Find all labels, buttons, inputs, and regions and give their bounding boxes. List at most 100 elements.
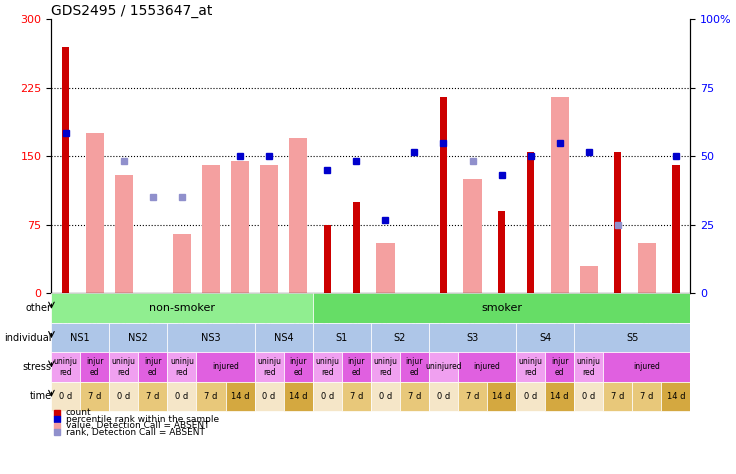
- Text: uninju
red: uninju red: [257, 357, 281, 377]
- FancyBboxPatch shape: [51, 323, 109, 352]
- FancyBboxPatch shape: [516, 323, 574, 352]
- Text: uninju
red: uninju red: [519, 357, 542, 377]
- Bar: [527, 152, 534, 293]
- Text: 7 d: 7 d: [146, 392, 160, 401]
- FancyBboxPatch shape: [167, 352, 197, 382]
- Text: S3: S3: [467, 333, 478, 343]
- Bar: [260, 165, 278, 293]
- Text: uninjured: uninjured: [425, 363, 461, 372]
- Text: uninju
red: uninju red: [54, 357, 78, 377]
- FancyBboxPatch shape: [283, 382, 313, 411]
- FancyBboxPatch shape: [313, 352, 342, 382]
- FancyBboxPatch shape: [197, 352, 255, 382]
- FancyBboxPatch shape: [458, 382, 487, 411]
- Text: injured: injured: [474, 363, 500, 372]
- Text: individual: individual: [4, 333, 52, 343]
- FancyBboxPatch shape: [429, 382, 458, 411]
- FancyBboxPatch shape: [255, 382, 283, 411]
- Bar: [231, 161, 250, 293]
- Text: 7 d: 7 d: [640, 392, 654, 401]
- Text: 7 d: 7 d: [611, 392, 625, 401]
- Bar: [580, 266, 598, 293]
- FancyBboxPatch shape: [109, 323, 167, 352]
- Text: 14 d: 14 d: [492, 392, 511, 401]
- Text: injur
ed: injur ed: [289, 357, 307, 377]
- Text: 7 d: 7 d: [466, 392, 479, 401]
- Text: uninju
red: uninju red: [577, 357, 601, 377]
- Text: S2: S2: [394, 333, 406, 343]
- Bar: [115, 174, 133, 293]
- FancyBboxPatch shape: [313, 293, 690, 323]
- Bar: [637, 243, 656, 293]
- FancyBboxPatch shape: [516, 352, 545, 382]
- Text: 0 d: 0 d: [437, 392, 450, 401]
- Bar: [353, 202, 360, 293]
- Bar: [85, 134, 104, 293]
- FancyBboxPatch shape: [429, 352, 458, 382]
- Text: time: time: [29, 392, 52, 401]
- Text: 0 d: 0 d: [59, 392, 72, 401]
- Text: 0 d: 0 d: [117, 392, 130, 401]
- Text: injured: injured: [212, 363, 239, 372]
- FancyBboxPatch shape: [138, 382, 167, 411]
- FancyBboxPatch shape: [283, 352, 313, 382]
- Text: 7 d: 7 d: [205, 392, 218, 401]
- FancyBboxPatch shape: [138, 352, 167, 382]
- FancyBboxPatch shape: [313, 323, 371, 352]
- Bar: [498, 211, 505, 293]
- Text: S1: S1: [336, 333, 348, 343]
- FancyBboxPatch shape: [342, 382, 371, 411]
- FancyBboxPatch shape: [371, 323, 429, 352]
- FancyBboxPatch shape: [109, 382, 138, 411]
- FancyBboxPatch shape: [342, 352, 371, 382]
- FancyBboxPatch shape: [604, 382, 632, 411]
- FancyBboxPatch shape: [167, 382, 197, 411]
- Text: NS1: NS1: [71, 333, 90, 343]
- FancyBboxPatch shape: [109, 352, 138, 382]
- FancyBboxPatch shape: [255, 352, 283, 382]
- FancyBboxPatch shape: [632, 382, 662, 411]
- Text: injur
ed: injur ed: [551, 357, 568, 377]
- Text: injur
ed: injur ed: [144, 357, 162, 377]
- FancyBboxPatch shape: [574, 352, 604, 382]
- Text: S5: S5: [626, 333, 639, 343]
- Text: injured: injured: [634, 363, 660, 372]
- Bar: [615, 152, 621, 293]
- Text: percentile rank within the sample: percentile rank within the sample: [66, 415, 219, 424]
- Text: 0 d: 0 d: [524, 392, 537, 401]
- FancyBboxPatch shape: [313, 382, 342, 411]
- Text: injur
ed: injur ed: [86, 357, 104, 377]
- Text: rank, Detection Call = ABSENT: rank, Detection Call = ABSENT: [66, 428, 205, 437]
- Text: NS3: NS3: [201, 333, 221, 343]
- Text: other: other: [26, 303, 52, 313]
- Text: NS2: NS2: [129, 333, 148, 343]
- Text: 14 d: 14 d: [231, 392, 250, 401]
- FancyBboxPatch shape: [604, 352, 690, 382]
- FancyBboxPatch shape: [371, 352, 400, 382]
- Text: S4: S4: [539, 333, 551, 343]
- Text: count: count: [66, 408, 91, 417]
- Bar: [440, 97, 447, 293]
- FancyBboxPatch shape: [197, 382, 225, 411]
- FancyBboxPatch shape: [545, 352, 574, 382]
- Bar: [289, 138, 308, 293]
- Text: 14 d: 14 d: [667, 392, 685, 401]
- Text: 0 d: 0 d: [321, 392, 334, 401]
- FancyBboxPatch shape: [167, 323, 255, 352]
- Text: uninju
red: uninju red: [315, 357, 339, 377]
- Text: uninju
red: uninju red: [373, 357, 397, 377]
- FancyBboxPatch shape: [371, 382, 400, 411]
- Bar: [202, 165, 220, 293]
- Text: non-smoker: non-smoker: [149, 303, 215, 313]
- Bar: [324, 225, 330, 293]
- Text: 7 d: 7 d: [350, 392, 363, 401]
- FancyBboxPatch shape: [545, 382, 574, 411]
- FancyBboxPatch shape: [400, 352, 429, 382]
- Text: 14 d: 14 d: [289, 392, 308, 401]
- FancyBboxPatch shape: [662, 382, 690, 411]
- Text: 0 d: 0 d: [263, 392, 276, 401]
- Bar: [376, 243, 394, 293]
- Text: uninju
red: uninju red: [170, 357, 194, 377]
- Text: NS4: NS4: [274, 333, 294, 343]
- Bar: [173, 234, 191, 293]
